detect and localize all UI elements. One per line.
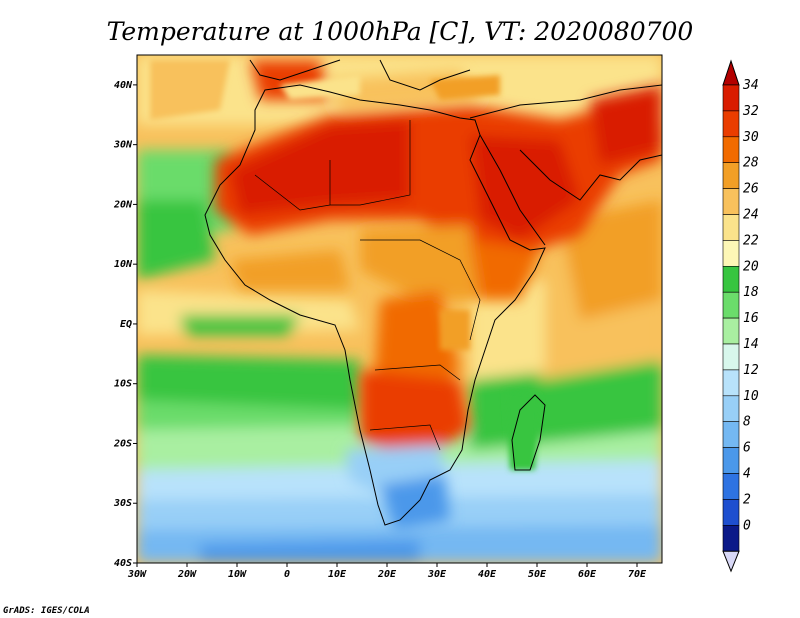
border-west bbox=[254, 174, 331, 211]
border-central bbox=[360, 239, 481, 341]
colorbar-label: 22 bbox=[743, 233, 759, 248]
border-south-central bbox=[374, 364, 461, 381]
lat-tick-label: 40N bbox=[114, 80, 133, 91]
lat-tick-label: EQ bbox=[120, 319, 132, 330]
colorbar-label: 0 bbox=[743, 518, 751, 533]
field-detail bbox=[150, 60, 540, 470]
lon-tick-label: 10E bbox=[328, 569, 347, 580]
colorbar-label: 28 bbox=[743, 156, 759, 171]
lon-tick-label: 10W bbox=[228, 569, 247, 580]
lat-tick-label: 20S bbox=[113, 438, 132, 449]
colorbar-swatch bbox=[722, 240, 740, 267]
colorbar-swatch bbox=[722, 395, 740, 422]
colorbar-swatch bbox=[722, 84, 740, 112]
lon-tick-label: 60E bbox=[578, 569, 597, 580]
arabia-coast bbox=[519, 149, 662, 201]
madagascar-coast bbox=[511, 394, 546, 471]
lon-tick-label: 30E bbox=[427, 569, 447, 580]
colorbar-label: 8 bbox=[743, 415, 751, 430]
colorbar-under-triangle bbox=[722, 550, 740, 573]
lon-tick-label: 50E bbox=[528, 569, 547, 580]
colorbar-label: 16 bbox=[743, 311, 759, 326]
lon-tick-label: 20W bbox=[177, 569, 197, 580]
colorbar-label: 30 bbox=[742, 130, 759, 145]
lat-tick-label: 10N bbox=[114, 259, 133, 270]
colorbar-label: 2 bbox=[743, 492, 751, 507]
colorbar-swatch bbox=[722, 499, 740, 526]
longitude-axis: 30W 20W 10W 0 10E 20E 30E 40E 50E 60E 70E bbox=[127, 563, 647, 580]
lat-tick-label: 30S bbox=[113, 498, 132, 509]
coastlines bbox=[204, 59, 662, 526]
colorbar-swatch bbox=[722, 447, 740, 474]
balkans-coast bbox=[379, 59, 471, 91]
colorbar-swatch bbox=[722, 317, 740, 345]
plot-frame bbox=[136, 54, 663, 564]
colorbar-swatch bbox=[722, 188, 740, 215]
colorbar-swatch bbox=[722, 343, 740, 371]
lat-tick-label: 20N bbox=[113, 199, 133, 210]
lat-tick-label: 10S bbox=[114, 379, 132, 390]
colorbar-swatch bbox=[722, 473, 740, 500]
colorbar-swatch bbox=[722, 524, 740, 552]
colorbar-swatch bbox=[722, 421, 740, 448]
africa-coast bbox=[204, 84, 546, 526]
colorbar-label: 10 bbox=[743, 389, 759, 404]
colorbar-swatch bbox=[722, 214, 740, 241]
colorbar-swatch bbox=[722, 265, 740, 293]
colorbar-label: 12 bbox=[743, 363, 759, 378]
colorbar-swatch bbox=[722, 162, 740, 189]
latitude-axis: 40N 30N 20N 10N EQ 10S 20S 30S 40S bbox=[113, 80, 137, 569]
credit-text: GrADS: IGES/COLA bbox=[3, 606, 90, 616]
colorbar-swatch bbox=[722, 369, 740, 397]
colorbar-label: 4 bbox=[743, 467, 751, 482]
lon-tick-label: 20E bbox=[377, 569, 397, 580]
colorbar-swatch bbox=[722, 291, 740, 319]
temperature-field bbox=[137, 55, 662, 563]
lon-tick-label: 40E bbox=[478, 569, 497, 580]
colorbar-label: 32 bbox=[742, 104, 759, 119]
lon-tick-label: 0 bbox=[284, 569, 290, 580]
colorbar-swatch bbox=[722, 136, 740, 164]
border-sahara bbox=[329, 120, 411, 206]
colorbar-label: 26 bbox=[743, 182, 759, 197]
colorbar-label: 20 bbox=[743, 259, 759, 274]
lat-tick-label: 40S bbox=[114, 558, 132, 569]
colorbar-label: 18 bbox=[743, 285, 759, 300]
colorbar-label: 24 bbox=[743, 208, 759, 223]
map-title: Temperature at 1000hPa [C], VT: 20200807… bbox=[107, 17, 694, 46]
colorbar-label: 34 bbox=[742, 78, 759, 93]
red-sea-coast bbox=[479, 134, 546, 246]
border-south bbox=[369, 424, 441, 451]
colorbar-label: 6 bbox=[743, 441, 751, 456]
asia-coast-north bbox=[469, 84, 662, 119]
colorbar-over-triangle bbox=[722, 59, 740, 86]
lon-tick-label: 30W bbox=[127, 569, 147, 580]
lat-tick-label: 30N bbox=[113, 140, 133, 151]
europe-coast bbox=[249, 59, 341, 81]
colorbar-label: 14 bbox=[743, 337, 759, 352]
colorbar-swatch bbox=[722, 110, 740, 138]
lon-tick-label: 70E bbox=[628, 569, 647, 580]
